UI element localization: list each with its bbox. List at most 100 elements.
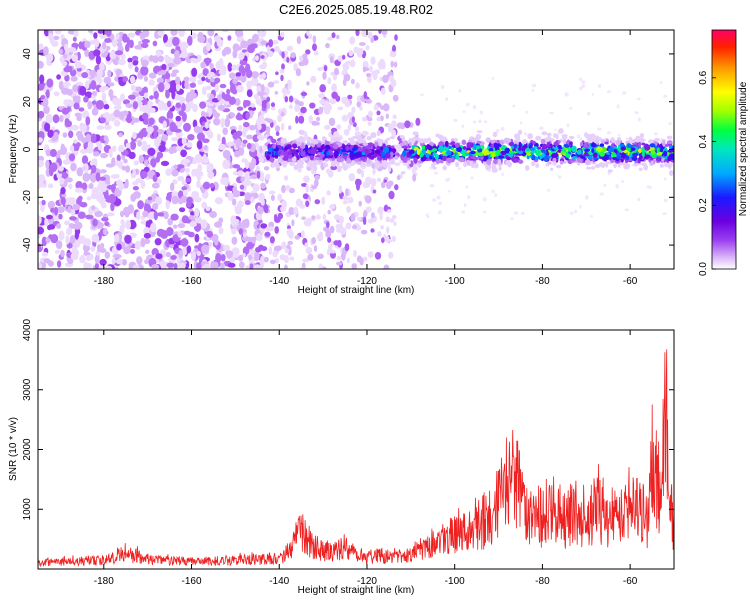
spectrogram-cell bbox=[258, 114, 265, 123]
spectrogram-cell bbox=[90, 245, 96, 252]
spectrogram-cell bbox=[294, 104, 301, 112]
spectrogram-cell bbox=[329, 249, 336, 254]
spectrogram-cell bbox=[517, 129, 523, 135]
spectrogram-cell bbox=[290, 149, 297, 155]
spectrogram-cell bbox=[268, 39, 274, 48]
spectrogram-cell bbox=[38, 262, 42, 269]
spectrogram-cell bbox=[308, 33, 313, 39]
spectrogram-cell bbox=[55, 240, 63, 250]
spectrogram-cell bbox=[156, 212, 165, 217]
spectrogram-cell bbox=[125, 165, 131, 173]
spectrogram-cell bbox=[610, 159, 615, 164]
spectrogram-cell bbox=[103, 189, 109, 200]
spectrogram-cell bbox=[513, 158, 520, 162]
spectrogram-cell bbox=[331, 83, 337, 92]
spectrogram-cell bbox=[58, 213, 63, 220]
spectrogram-cell bbox=[547, 188, 551, 192]
spectrogram-cell bbox=[175, 145, 184, 152]
spectrogram-cell bbox=[329, 204, 336, 210]
spectrogram-cell bbox=[470, 176, 474, 180]
spectrogram-cell bbox=[165, 251, 171, 258]
spectrogram-cell bbox=[389, 218, 395, 223]
spectrogram-cell bbox=[361, 162, 365, 167]
spectrogram-cell bbox=[298, 115, 305, 124]
spectrogram-cell bbox=[220, 118, 226, 128]
spectrogram-cell bbox=[446, 150, 452, 156]
spectrogram-cell bbox=[204, 121, 209, 129]
spectrogram-cell bbox=[184, 167, 191, 173]
spectrogram-cell bbox=[653, 132, 659, 136]
spectrogram-cell bbox=[315, 121, 320, 126]
spectrogram-cell bbox=[323, 65, 328, 72]
spectrogram-cell bbox=[187, 35, 193, 46]
spectrogram-cell bbox=[88, 182, 94, 190]
spectrogram-cell bbox=[357, 137, 363, 144]
spectrogram-cell bbox=[147, 105, 153, 113]
spectrogram-cell bbox=[389, 51, 397, 58]
spectrogram-cell bbox=[227, 35, 232, 41]
spectrogram-cell bbox=[453, 137, 458, 143]
spectrogram-cell bbox=[616, 155, 621, 159]
spectrogram-cell bbox=[281, 63, 285, 70]
x-tick-label: -180 bbox=[94, 576, 114, 587]
spectrogram-cell bbox=[143, 76, 149, 82]
spectrogram-cell bbox=[56, 223, 62, 229]
spectrogram-cell bbox=[196, 132, 205, 141]
spectrogram-cell bbox=[179, 50, 189, 59]
spectrogram-cell bbox=[91, 91, 98, 96]
spectrogram-cell bbox=[226, 88, 231, 95]
spectrogram-cell bbox=[166, 110, 174, 121]
spectrogram-cell bbox=[183, 230, 191, 236]
spectrogram-cell bbox=[191, 251, 196, 262]
spectrogram-cell bbox=[65, 65, 73, 73]
spectrogram-cell bbox=[394, 34, 398, 41]
spectrogram-cell bbox=[89, 40, 95, 45]
spectrogram-cell bbox=[153, 90, 159, 100]
spectrogram-cell bbox=[141, 39, 150, 44]
spectrogram-cell bbox=[134, 66, 139, 73]
spectrogram-cell bbox=[227, 262, 236, 268]
spectrogram-cell bbox=[603, 183, 607, 187]
spectrogram-cell bbox=[82, 172, 91, 182]
spectrogram-cell bbox=[336, 124, 342, 130]
spectrogram-cell bbox=[349, 36, 356, 45]
spectrogram-cell bbox=[125, 219, 131, 230]
spectrogram-cell bbox=[202, 68, 209, 77]
spectrogram-cell bbox=[175, 76, 181, 85]
spectrogram-cell bbox=[91, 100, 97, 105]
spectrogram-cell bbox=[295, 115, 299, 124]
spectrogram-cell bbox=[250, 174, 258, 180]
spectrogram-cell bbox=[218, 227, 224, 235]
spectrogram-cell bbox=[552, 157, 557, 163]
x-tick-label: -160 bbox=[182, 276, 202, 287]
spectrogram-cell bbox=[154, 238, 162, 246]
spectrogram-cell bbox=[376, 130, 381, 137]
spectrogram-cell bbox=[477, 148, 483, 153]
spectrogram-cell bbox=[148, 72, 157, 79]
spectrogram-cell bbox=[93, 32, 98, 39]
spectrogram-cell bbox=[114, 266, 119, 269]
spectrogram-cell bbox=[535, 135, 542, 141]
spectrogram-x-ticks: -180 -160 -140 -120 -100 -80 -60 bbox=[94, 30, 638, 287]
spectrogram-cell bbox=[117, 59, 126, 66]
spectrogram-cell bbox=[244, 171, 251, 182]
spectrogram-cell bbox=[106, 212, 115, 217]
spectrogram-cell bbox=[104, 251, 111, 259]
spectrogram-cell bbox=[97, 77, 103, 84]
spectrogram-cell bbox=[185, 218, 192, 224]
spectrogram-cell bbox=[345, 188, 349, 197]
spectrogram-cell bbox=[378, 140, 383, 147]
spectrogram-cell bbox=[607, 169, 613, 173]
spectrogram-cell bbox=[38, 84, 45, 91]
spectrogram-cell bbox=[380, 87, 386, 95]
spectrogram-cell bbox=[479, 110, 484, 115]
spectrogram-cell bbox=[178, 110, 185, 117]
spectrogram-cell bbox=[173, 262, 178, 269]
spectrogram-cell bbox=[616, 104, 620, 109]
spectrogram-cell bbox=[342, 54, 346, 60]
spectrogram-cell bbox=[54, 249, 60, 254]
spectrogram-cell bbox=[342, 140, 349, 144]
spectrogram-cell bbox=[87, 30, 93, 34]
spectrogram-cell bbox=[579, 86, 583, 91]
spectrogram-cell bbox=[399, 142, 406, 147]
